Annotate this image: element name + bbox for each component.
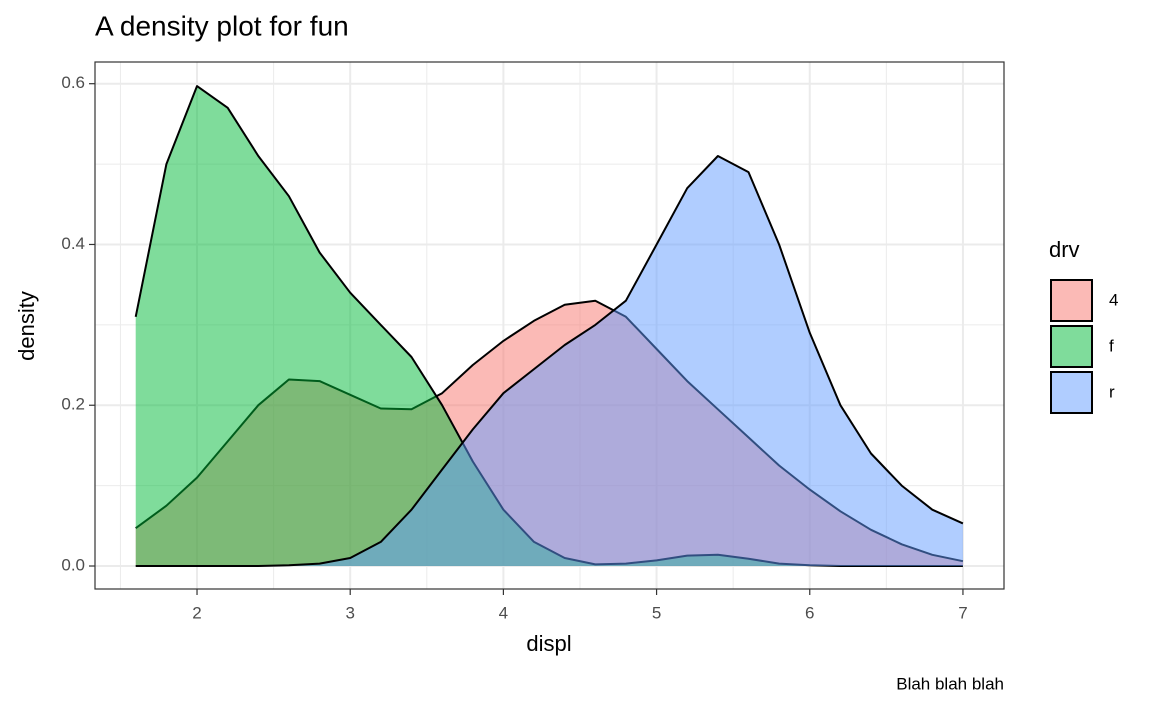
x-tick-label: 4	[499, 603, 508, 622]
y-tick-label: 0.0	[61, 555, 85, 574]
legend-key	[1050, 279, 1093, 322]
y-axis-title: density	[14, 291, 39, 361]
legend-title: drv	[1049, 237, 1080, 262]
x-tick-label: 6	[805, 603, 814, 622]
y-tick-label: 0.6	[61, 73, 85, 92]
density-line	[135, 155, 964, 567]
density-fill	[135, 86, 963, 567]
plot-border	[94, 61, 1005, 590]
legend-key	[1050, 325, 1093, 368]
legend-label: 4	[1109, 290, 1118, 309]
x-tick-label: 3	[345, 603, 354, 622]
legend-key	[1050, 371, 1093, 414]
x-axis-title: displ	[526, 631, 571, 656]
y-tick-label: 0.2	[61, 395, 85, 414]
legend-label: r	[1109, 382, 1115, 401]
y-tick-label: 0.4	[61, 234, 85, 253]
x-tick-label: 2	[192, 603, 201, 622]
legend-label: f	[1109, 336, 1114, 355]
density-fill	[135, 156, 963, 567]
x-tick-label: 7	[958, 603, 967, 622]
chart-title: A density plot for fun	[95, 10, 349, 41]
x-tick-label: 5	[652, 603, 661, 622]
caption: Blah blah blah	[896, 674, 1004, 693]
